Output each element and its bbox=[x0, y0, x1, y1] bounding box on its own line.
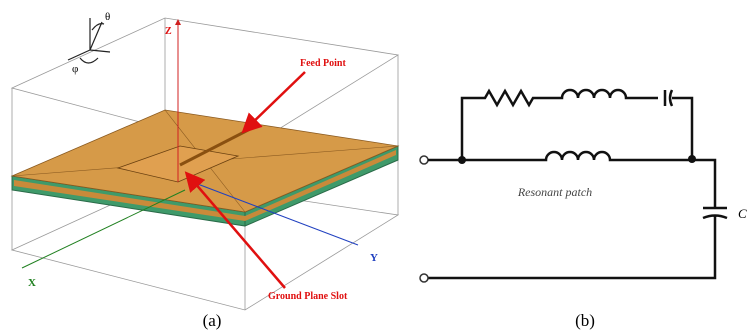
theta-label: θ bbox=[105, 11, 110, 23]
x-label: X bbox=[28, 277, 36, 289]
antenna-3d: θ φ Z Y X Feed Point Ground Plane Slot (… bbox=[12, 11, 398, 330]
y-label: Y bbox=[370, 252, 378, 264]
capacitor-label: C bbox=[738, 206, 747, 221]
z-label: Z bbox=[165, 26, 172, 37]
patch-label: Resonant patch bbox=[517, 185, 592, 199]
slot-label: Ground Plane Slot bbox=[268, 291, 348, 302]
circuit: Resonant patch C (b) bbox=[420, 90, 747, 330]
phi-label: φ bbox=[72, 63, 78, 75]
figure: θ φ Z Y X Feed Point Ground Plane Slot (… bbox=[0, 0, 755, 331]
caption-a: (a) bbox=[203, 311, 222, 330]
feed-label: Feed Point bbox=[300, 58, 346, 69]
caption-b: (b) bbox=[575, 311, 595, 330]
